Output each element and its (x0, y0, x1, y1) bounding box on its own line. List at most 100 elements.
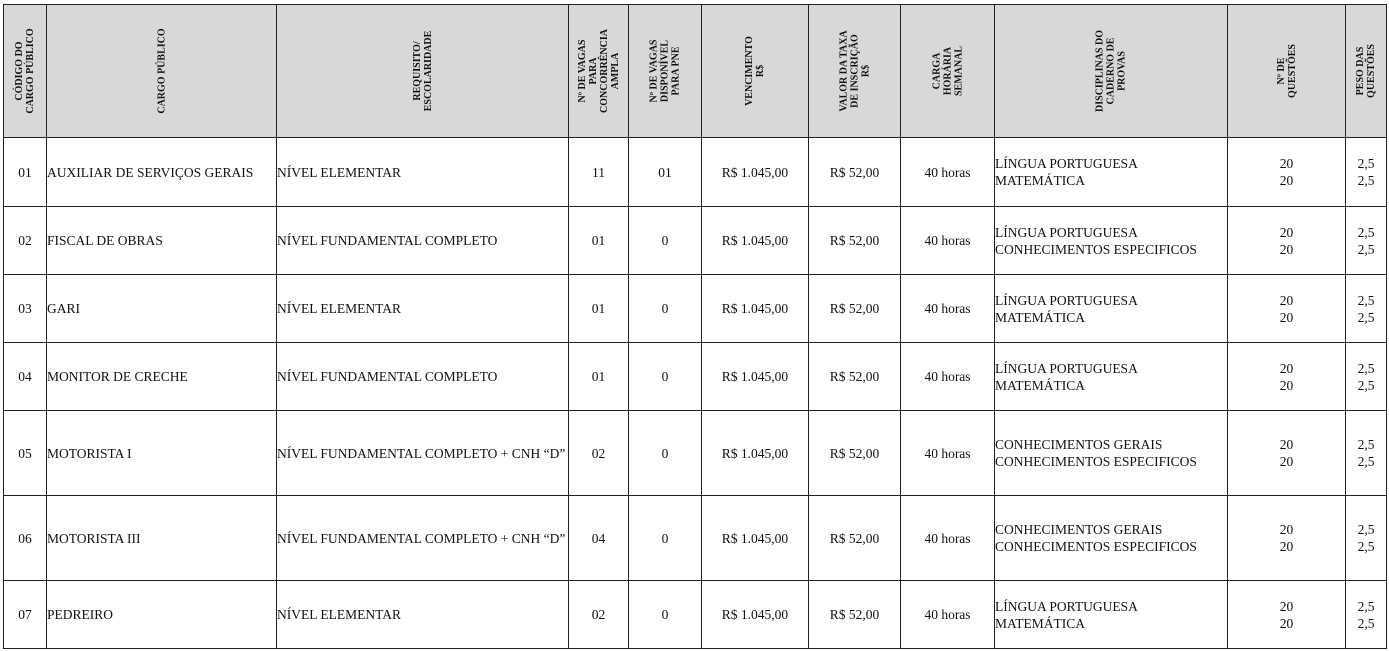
cell-peso: 2,5 2,5 (1345, 206, 1387, 275)
questoes-value: 20 (1279, 598, 1294, 614)
cell-questoes: 20 20 (1227, 580, 1346, 649)
cargos-table: CÓDIGO DO CARGO PÚBLICO CARGO PÚBLICO RE… (3, 4, 1387, 649)
peso-value: 2,5 (1357, 309, 1375, 325)
disciplina: LÍNGUA PORTUGUESA (995, 156, 1138, 171)
header-vagas-pne: Nº DE VAGAS DISPONÍVEL PARA PNE (628, 4, 702, 138)
cell-vagas-pne: 0 (628, 495, 702, 581)
questoes-value: 20 (1279, 377, 1294, 393)
cell-vagas-ampla: 04 (568, 495, 629, 581)
cell-vagas-ampla: 01 (568, 342, 629, 411)
cell-questoes: 20 20 (1227, 274, 1346, 343)
disciplina: LÍNGUA PORTUGUESA (995, 598, 1138, 614)
cell-requisito: NÍVEL FUNDAMENTAL COMPLETO (276, 342, 569, 411)
cell-requisito: NÍVEL ELEMENTAR (276, 580, 569, 649)
header-carga-label: CARGA HORÁRIA SEMANAL (931, 45, 964, 97)
disciplina: LÍNGUA PORTUGUESA (995, 360, 1138, 376)
cell-cargo: AUXILIAR DE SERVIÇOS GERAIS (46, 137, 277, 207)
cell-vagas-ampla: 02 (568, 580, 629, 649)
cell-carga: 40 horas (900, 137, 995, 207)
cell-carga: 40 horas (900, 274, 995, 343)
cell-peso: 2,5 2,5 (1345, 342, 1387, 411)
cell-taxa: R$ 52,00 (808, 274, 901, 343)
header-disciplinas: DISCIPLINAS DO CADERNO DE PROVAS (994, 4, 1228, 138)
cell-requisito: NÍVEL ELEMENTAR (276, 274, 569, 343)
header-vencimento-label: VENCIMENTO R$ (744, 36, 766, 106)
disciplina: CONHECIMENTOS GERAIS (995, 437, 1163, 452)
table-row: 01 AUXILIAR DE SERVIÇOS GERAIS NÍVEL ELE… (3, 137, 1387, 207)
cell-questoes: 20 20 (1227, 410, 1346, 496)
cell-requisito: NÍVEL FUNDAMENTAL COMPLETO + CNH “D” (276, 410, 569, 496)
cell-vagas-ampla: 01 (568, 206, 629, 275)
cell-taxa: R$ 52,00 (808, 580, 901, 649)
cell-cargo: GARI (46, 274, 277, 343)
cell-peso: 2,5 2,5 (1345, 274, 1387, 343)
cell-vagas-ampla: 01 (568, 274, 629, 343)
cell-vagas-pne: 0 (628, 410, 702, 496)
cell-questoes: 20 20 (1227, 137, 1346, 207)
header-requisito-label: REQUISITO/ ESCOLARIDADE (411, 30, 434, 112)
disciplina: CONHECIMENTOS GERAIS (995, 522, 1163, 537)
disciplina: MATEMÁTICA (995, 173, 1085, 188)
cell-vencimento: R$ 1.045,00 (701, 342, 809, 411)
cell-codigo: 06 (3, 495, 47, 581)
cell-vencimento: R$ 1.045,00 (701, 137, 809, 207)
peso-value: 2,5 (1357, 360, 1375, 376)
disciplina: MATEMÁTICA (995, 377, 1085, 393)
table-row: 04 MONITOR DE CRECHE NÍVEL FUNDAMENTAL C… (3, 342, 1387, 411)
header-taxa-label: VALOR DA TAXA DE INSCRIÇÃO R$ (838, 30, 871, 112)
questoes-value: 20 (1279, 539, 1294, 554)
disciplina: LÍNGUA PORTUGUESA (995, 292, 1138, 308)
questoes-value: 20 (1279, 156, 1294, 171)
cell-codigo: 03 (3, 274, 47, 343)
cell-vagas-pne: 0 (628, 274, 702, 343)
cell-taxa: R$ 52,00 (808, 206, 901, 275)
cell-requisito: NÍVEL FUNDAMENTAL COMPLETO + CNH “D” (276, 495, 569, 581)
header-cargo: CARGO PÚBLICO (46, 4, 277, 138)
cell-peso: 2,5 2,5 (1345, 580, 1387, 649)
cell-cargo: MONITOR DE CRECHE (46, 342, 277, 411)
cell-taxa: R$ 52,00 (808, 495, 901, 581)
cell-vagas-ampla: 11 (568, 137, 629, 207)
header-requisito: REQUISITO/ ESCOLARIDADE (276, 4, 569, 138)
cell-carga: 40 horas (900, 410, 995, 496)
header-codigo: CÓDIGO DO CARGO PÚBLICO (3, 4, 47, 138)
cell-disciplinas: LÍNGUA PORTUGUESA MATEMÁTICA (994, 274, 1228, 343)
cell-vagas-pne: 01 (628, 137, 702, 207)
questoes-value: 20 (1279, 224, 1294, 240)
peso-value: 2,5 (1357, 156, 1375, 171)
cell-disciplinas: LÍNGUA PORTUGUESA MATEMÁTICA (994, 137, 1228, 207)
questoes-value: 20 (1279, 173, 1294, 188)
cell-vencimento: R$ 1.045,00 (701, 495, 809, 581)
peso-value: 2,5 (1357, 377, 1375, 393)
questoes-value: 20 (1279, 615, 1294, 631)
peso-value: 2,5 (1357, 615, 1375, 631)
peso-value: 2,5 (1357, 598, 1375, 614)
header-vencimento: VENCIMENTO R$ (701, 4, 809, 138)
disciplina: LÍNGUA PORTUGUESA (995, 224, 1138, 240)
cell-vencimento: R$ 1.045,00 (701, 410, 809, 496)
header-vagas-pne-label: Nº DE VAGAS DISPONÍVEL PARA PNE (648, 39, 682, 103)
cell-cargo: MOTORISTA I (46, 410, 277, 496)
questoes-value: 20 (1279, 309, 1294, 325)
header-taxa: VALOR DA TAXA DE INSCRIÇÃO R$ (808, 4, 901, 138)
peso-value: 2,5 (1357, 539, 1375, 554)
cell-disciplinas: LÍNGUA PORTUGUESA MATEMÁTICA (994, 342, 1228, 411)
questoes-value: 20 (1279, 292, 1294, 308)
peso-value: 2,5 (1357, 437, 1375, 452)
header-vagas-ampla: Nº DE VAGAS PARA CONCORRÊNCIA AMPLA (568, 4, 629, 138)
header-questoes-label: Nº DE QUESTÕES (1275, 44, 1298, 98)
header-codigo-label: CÓDIGO DO CARGO PÚBLICO (14, 28, 36, 114)
cell-carga: 40 horas (900, 495, 995, 581)
table-row: 02 FISCAL DE OBRAS NÍVEL FUNDAMENTAL COM… (3, 206, 1387, 275)
questoes-value: 20 (1279, 241, 1294, 257)
table-row: 03 GARI NÍVEL ELEMENTAR 01 0 R$ 1.045,00… (3, 274, 1387, 343)
cell-peso: 2,5 2,5 (1345, 495, 1387, 581)
cell-vagas-pne: 0 (628, 206, 702, 275)
cell-vagas-pne: 0 (628, 580, 702, 649)
header-row: CÓDIGO DO CARGO PÚBLICO CARGO PÚBLICO RE… (3, 4, 1387, 138)
questoes-value: 20 (1279, 522, 1294, 537)
cell-cargo: PEDREIRO (46, 580, 277, 649)
cell-requisito: NÍVEL ELEMENTAR (276, 137, 569, 207)
cell-carga: 40 horas (900, 342, 995, 411)
cell-cargo: MOTORISTA III (46, 495, 277, 581)
